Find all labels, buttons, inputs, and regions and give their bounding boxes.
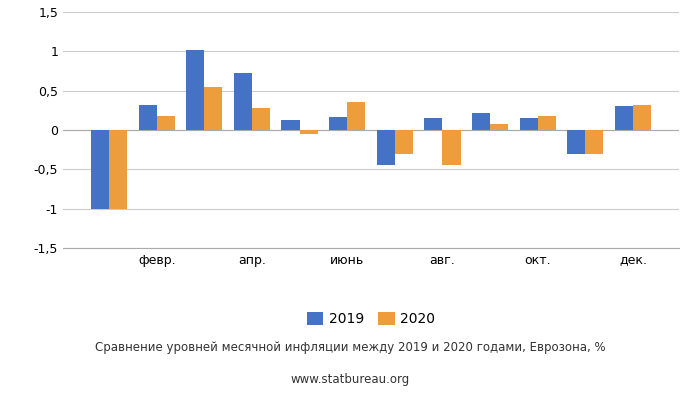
Bar	[538, 116, 556, 130]
Bar	[472, 113, 490, 130]
Bar	[234, 73, 252, 130]
Legend: 2019, 2020: 2019, 2020	[301, 307, 441, 332]
Bar	[109, 130, 127, 209]
Bar	[347, 102, 365, 130]
Bar	[252, 108, 270, 130]
Text: Сравнение уровней месячной инфляции между 2019 и 2020 годами, Еврозона, %: Сравнение уровней месячной инфляции межд…	[94, 342, 606, 354]
Bar	[615, 106, 633, 130]
Bar	[395, 130, 413, 154]
Bar	[157, 116, 175, 130]
Bar	[300, 130, 318, 134]
Text: www.statbureau.org: www.statbureau.org	[290, 374, 410, 386]
Bar	[633, 105, 651, 130]
Bar	[281, 120, 300, 130]
Bar	[424, 118, 442, 130]
Bar	[329, 117, 347, 130]
Bar	[204, 87, 223, 130]
Bar	[186, 50, 204, 130]
Bar	[585, 130, 603, 154]
Bar	[519, 118, 538, 130]
Bar	[91, 130, 109, 209]
Bar	[567, 130, 585, 154]
Bar	[490, 124, 508, 130]
Bar	[377, 130, 395, 166]
Bar	[442, 130, 461, 166]
Bar	[139, 105, 157, 130]
